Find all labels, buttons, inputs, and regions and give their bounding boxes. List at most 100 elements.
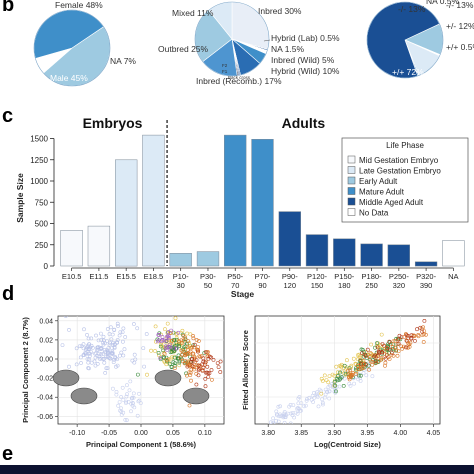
data-point — [119, 395, 124, 399]
data-point — [415, 327, 419, 332]
data-point — [153, 324, 158, 329]
panel-c: c 0 250 500 750 1000 1250 1500 Sample Size E10.5… — [2, 105, 469, 299]
legend-swatch — [347, 166, 356, 174]
data-point — [162, 351, 167, 356]
data-point — [335, 378, 340, 383]
data-point — [105, 327, 110, 331]
data-point — [115, 321, 120, 326]
data-point — [118, 330, 123, 335]
pie-slice-label: +/+ 0.5% — [446, 42, 474, 52]
data-point — [396, 349, 401, 354]
data-point — [374, 360, 379, 365]
pie-leader-line — [263, 39, 271, 42]
data-point — [359, 363, 363, 368]
data-point — [67, 327, 71, 332]
data-point — [124, 394, 129, 399]
y-tick-label: 250 — [35, 241, 49, 250]
data-point — [390, 351, 395, 356]
data-point — [201, 359, 206, 364]
data-point — [296, 405, 300, 410]
data-point — [74, 346, 79, 351]
data-point — [180, 328, 185, 333]
data-point — [348, 383, 353, 388]
data-point — [77, 344, 82, 349]
legend-swatch — [347, 176, 356, 185]
data-point — [347, 377, 352, 382]
data-point — [404, 345, 408, 350]
legend-swatch — [347, 197, 356, 206]
data-point — [281, 415, 286, 420]
bar-chart-stage: 0 250 500 750 1000 1250 1500 Sample Size E10.5 E1… — [15, 115, 469, 299]
x-tick-label: P10- — [173, 272, 189, 281]
data-point — [96, 345, 101, 349]
data-point — [395, 353, 400, 358]
data-point — [101, 340, 105, 345]
data-point — [383, 356, 388, 361]
x-tick-label: -0.10 — [69, 430, 85, 437]
data-point — [99, 356, 104, 361]
data-point — [85, 332, 89, 337]
data-point — [125, 383, 129, 388]
data-point — [162, 355, 167, 360]
data-point — [216, 365, 221, 370]
data-point — [158, 344, 163, 349]
legend-entry-label: Mature Adult — [359, 188, 405, 197]
data-point — [126, 400, 131, 404]
x-tick-label: 3.95 — [361, 430, 375, 437]
pie-outline — [33, 9, 111, 87]
data-point — [165, 359, 169, 364]
data-point — [149, 348, 154, 353]
panel-label-d: d — [2, 283, 14, 305]
group-label-embryos: Embryos — [83, 115, 143, 131]
data-point — [364, 373, 369, 378]
data-point — [319, 389, 324, 394]
data-point — [165, 334, 170, 339]
point-cloud — [60, 316, 223, 432]
point-cloud — [269, 318, 428, 424]
data-point — [121, 429, 124, 432]
data-point — [369, 351, 374, 356]
pie-slice-label: Inbred (Wild) 5% — [271, 55, 335, 65]
data-point — [351, 356, 356, 361]
data-point — [112, 345, 117, 350]
data-point — [379, 332, 384, 337]
data-point — [111, 386, 115, 391]
data-point — [93, 363, 98, 368]
data-point — [171, 330, 176, 335]
data-point — [335, 370, 340, 375]
data-point — [86, 336, 91, 341]
x-tick-label: 120 — [284, 281, 297, 290]
data-point — [418, 325, 423, 330]
data-point — [269, 423, 272, 424]
data-point — [373, 345, 377, 350]
data-point — [373, 354, 378, 359]
pie-slice-label: NA 7% — [110, 56, 136, 66]
data-point — [295, 406, 300, 411]
data-point — [183, 351, 188, 356]
pie-slice-label: F1 — [222, 69, 228, 74]
data-point — [354, 369, 359, 374]
data-point — [336, 373, 341, 378]
data-point — [396, 337, 401, 342]
data-point — [181, 349, 186, 354]
data-point — [162, 359, 167, 364]
data-point — [86, 351, 91, 356]
data-point — [205, 350, 210, 354]
data-point — [402, 335, 407, 339]
data-point — [192, 342, 197, 347]
y-axis-title: Principal Component 2 (8.7%) — [21, 317, 30, 423]
pie-slice-label: NA 1.5% — [271, 44, 305, 54]
data-point — [387, 357, 392, 361]
data-point — [129, 409, 133, 414]
data-point — [203, 384, 208, 389]
data-point — [421, 340, 426, 344]
data-point — [333, 383, 338, 388]
data-point — [124, 418, 129, 423]
data-point — [196, 349, 200, 354]
data-point — [203, 376, 208, 381]
data-point — [107, 340, 112, 345]
data-point — [114, 392, 119, 397]
data-point — [205, 370, 209, 375]
data-point — [111, 342, 116, 347]
